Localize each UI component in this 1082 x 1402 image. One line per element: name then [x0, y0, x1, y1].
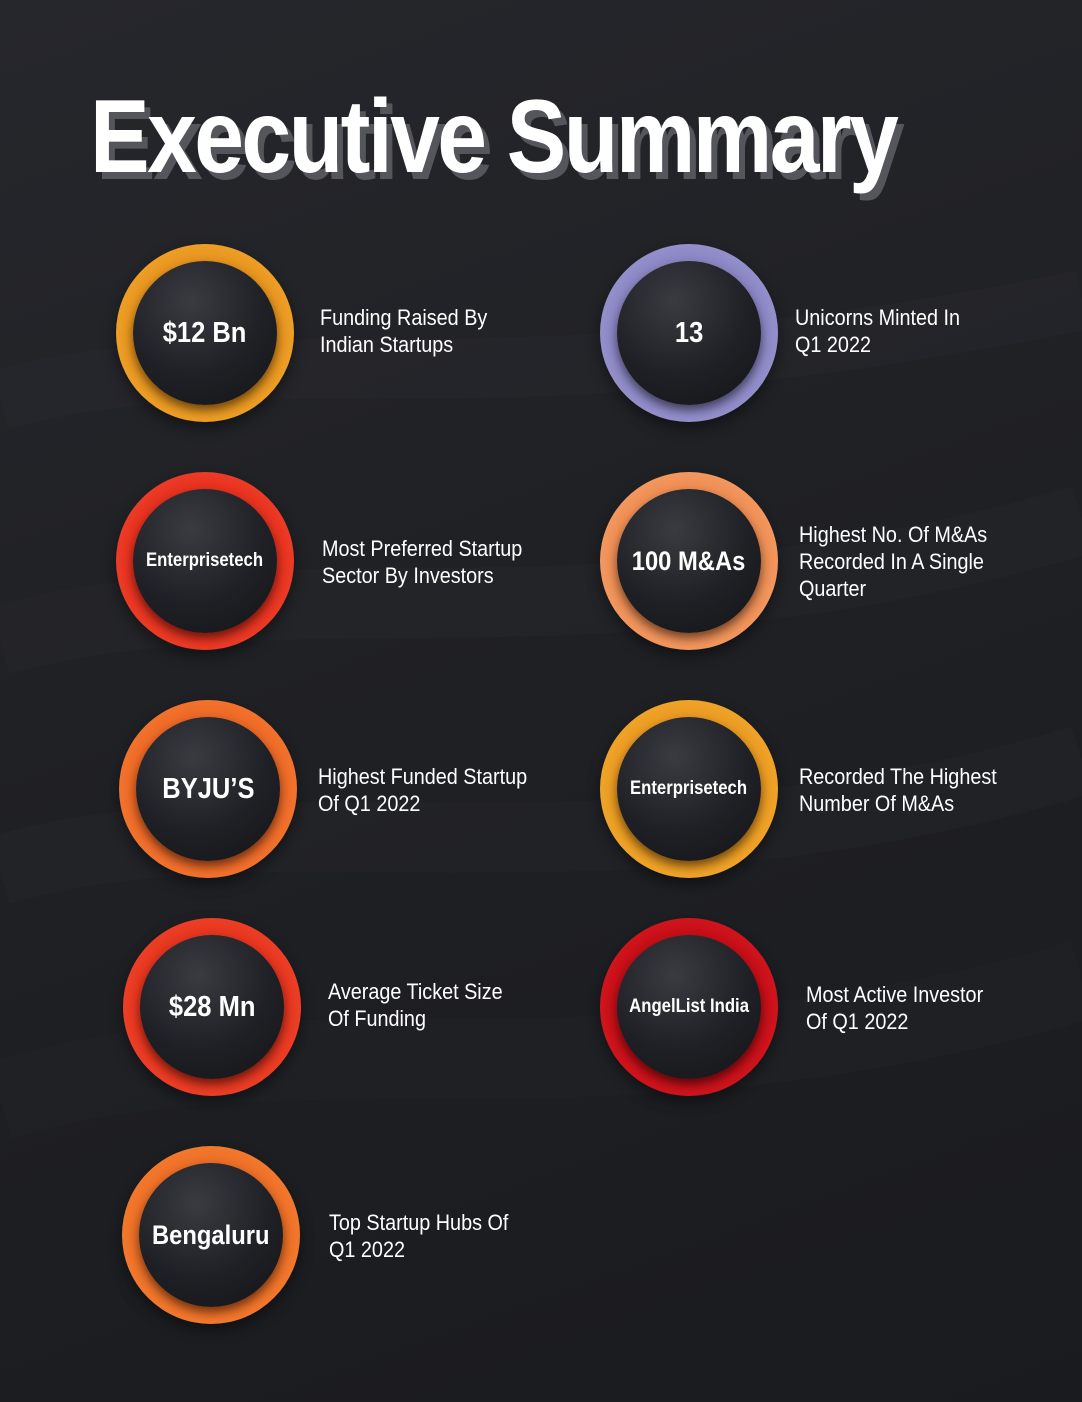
stat-description: Top Startup Hubs Of Q1 2022	[329, 1209, 545, 1263]
stat-value: $28 Mn	[168, 990, 256, 1023]
stat-circle: 100 M&As	[617, 489, 761, 633]
stat-description-line: Of Q1 2022	[806, 1009, 909, 1034]
stat-description: Most Active Investor Of Q1 2022	[806, 981, 1022, 1035]
stat-circle: $28 Mn	[140, 935, 284, 1079]
stat-circle: $12 Bn	[133, 261, 277, 405]
stat-description-line: Indian Startups	[320, 332, 454, 357]
stat-description: Highest No. Of M&As Recorded In A Single…	[799, 521, 1015, 602]
stat-value: Bengaluru	[152, 1219, 270, 1250]
stat-description-line: Highest Funded Startup	[318, 764, 528, 789]
stat-ring: $28 Mn	[123, 918, 301, 1096]
stat-description-line: Of Q1 2022	[318, 791, 421, 816]
stat-value: $12 Bn	[163, 316, 247, 349]
stat-ring: Enterprisetech	[600, 700, 778, 878]
stat-ring: 100 M&As	[600, 472, 778, 650]
stat-description-line: Sector By Investors	[322, 563, 494, 588]
stat-ring: 13	[600, 244, 778, 422]
stat-description: Funding Raised By Indian Startups	[320, 304, 536, 358]
stat-description-line: Funding Raised By	[320, 305, 488, 330]
stat-description-line: Unicorns Minted In	[795, 305, 961, 330]
stat-description-line: Number Of M&As	[799, 791, 955, 816]
stat-description: Unicorns Minted In Q1 2022	[795, 304, 1011, 358]
stat-ring: BYJU’S	[119, 700, 297, 878]
stat-description: Average Ticket Size Of Funding	[328, 978, 544, 1032]
stat-description-line: Recorded In A Single	[799, 549, 984, 574]
stat-value: Enterprisetech	[146, 550, 264, 571]
stat-value: 13	[674, 316, 704, 349]
stat-ring: $12 Bn	[116, 244, 294, 422]
stat-description-line: Most Active Investor	[806, 982, 984, 1007]
stat-description: Most Preferred Startup Sector By Investo…	[322, 535, 538, 589]
stat-description-line: Recorded The Highest	[799, 764, 997, 789]
stat-ring: AngelList India	[600, 918, 778, 1096]
stat-description-line: Most Preferred Startup	[322, 536, 523, 561]
stat-circle: Bengaluru	[139, 1163, 283, 1307]
stat-value: AngelList India	[629, 996, 749, 1017]
page-title: Executive Summary	[90, 79, 899, 195]
stat-value: Enterprisetech	[630, 778, 748, 799]
stat-ring: Bengaluru	[122, 1146, 300, 1324]
stat-description-line: Of Funding	[328, 1006, 426, 1031]
stat-circle: Enterprisetech	[617, 717, 761, 861]
stat-description-line: Quarter	[799, 576, 867, 601]
stat-description-line: Q1 2022	[329, 1237, 405, 1262]
stat-circle: AngelList India	[617, 935, 761, 1079]
stat-value: BYJU’S	[161, 772, 255, 805]
stat-circle: 13	[617, 261, 761, 405]
stat-ring: Enterprisetech	[116, 472, 294, 650]
stat-description-line: Top Startup Hubs Of	[329, 1210, 509, 1235]
stat-circle: BYJU’S	[136, 717, 280, 861]
stat-description-line: Highest No. Of M&As	[799, 522, 988, 547]
stat-description: Highest Funded Startup Of Q1 2022	[318, 763, 534, 817]
stat-description: Recorded The Highest Number Of M&As	[799, 763, 1015, 817]
stat-value: 100 M&As	[632, 545, 746, 576]
stat-description-line: Q1 2022	[795, 332, 871, 357]
stat-description-line: Average Ticket Size	[328, 979, 503, 1004]
stat-circle: Enterprisetech	[133, 489, 277, 633]
